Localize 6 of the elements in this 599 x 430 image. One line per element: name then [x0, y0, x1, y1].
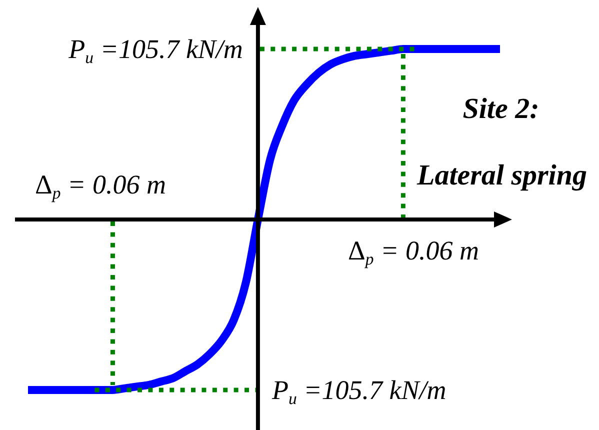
- annotation: Lateral spring: [416, 160, 587, 192]
- annotation: P$_{u}$ =105.7 kN/m: [270, 375, 446, 408]
- annotation: P$_{u}$ =105.7 kN/m: [68, 34, 243, 68]
- annotation: Δ$_{p}$ = 0.06 m: [348, 236, 479, 269]
- annotation: Δ$_{p}$ = 0.06 m: [35, 170, 166, 203]
- annotation: Site 2:: [462, 93, 540, 125]
